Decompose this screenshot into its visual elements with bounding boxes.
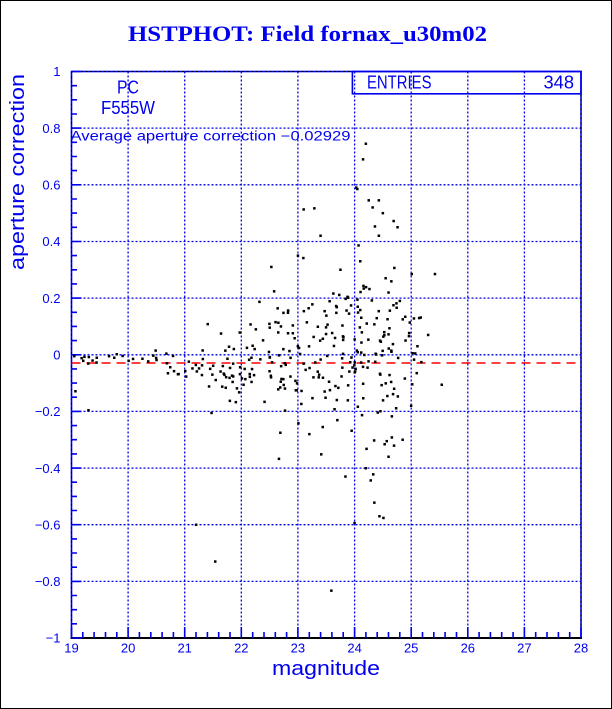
svg-text:0.6: 0.6 [42, 178, 60, 193]
svg-text:0.8: 0.8 [42, 121, 60, 136]
svg-text:−0.8: −0.8 [35, 574, 61, 589]
svg-text:348: 348 [544, 73, 575, 93]
svg-text:aperture correction: aperture correction [7, 74, 29, 270]
svg-text:25: 25 [404, 641, 418, 656]
svg-text:20: 20 [121, 641, 135, 656]
svg-text:−1: −1 [46, 631, 61, 646]
svg-text:F555W: F555W [101, 98, 155, 118]
svg-text:0.4: 0.4 [42, 234, 60, 249]
svg-text:−0.6: −0.6 [35, 517, 61, 532]
svg-text:−0.2: −0.2 [35, 404, 61, 419]
svg-text:−0.4: −0.4 [35, 461, 61, 476]
svg-text:magnitude: magnitude [272, 658, 380, 680]
svg-text:22: 22 [234, 641, 248, 656]
svg-text:21: 21 [177, 641, 191, 656]
svg-text:PC: PC [117, 78, 139, 98]
svg-text:ENTRIES: ENTRIES [367, 73, 432, 93]
svg-text:23: 23 [291, 641, 305, 656]
svg-text:Average aperture correction −0: Average aperture correction −0.02929 [71, 129, 351, 144]
svg-text:24: 24 [347, 641, 361, 656]
svg-text:27: 27 [517, 641, 531, 656]
svg-text:19: 19 [64, 641, 78, 656]
svg-text:28: 28 [574, 641, 588, 656]
svg-text:0.2: 0.2 [42, 291, 60, 306]
svg-text:HSTPHOT: Field fornax_u30m02: HSTPHOT: Field fornax_u30m02 [128, 21, 487, 46]
svg-text:0: 0 [53, 347, 60, 362]
svg-text:1: 1 [53, 64, 60, 79]
svg-text:26: 26 [461, 641, 475, 656]
